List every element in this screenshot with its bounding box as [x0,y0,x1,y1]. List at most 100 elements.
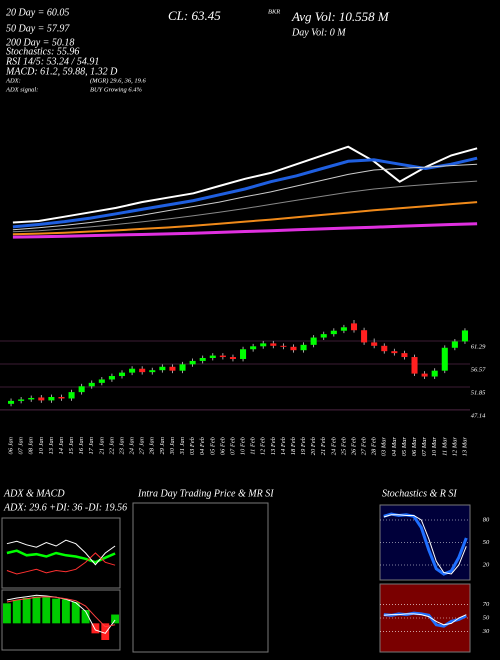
candle-body [199,358,206,361]
series-line [6,596,116,628]
candle-body [411,357,418,374]
candle-body [280,345,287,347]
series-line [6,549,116,564]
candle-body [129,368,136,373]
candle-body [431,370,438,377]
candle-body [88,382,95,387]
x-tick-label: 12 Mar [451,437,458,457]
x-tick-label: 14 Jan [58,437,65,455]
panel-title: Stochastics & R SI [382,488,457,499]
bar [42,597,51,624]
series-line [12,222,478,239]
bar [61,599,70,624]
candle-body [108,376,115,380]
adx-value: (MGR) 29.6, 36, 19.6 [90,77,147,84]
series-line [12,156,478,229]
candle-body [441,347,448,371]
bar [22,598,31,624]
candle-body [149,370,156,373]
rsi: RSI 14/5: 53.24 / 54.91 [5,56,99,67]
x-tick-label: 27 Jan [139,437,146,455]
y-tick-label: 56.57 [471,366,486,373]
series-line [12,163,478,231]
candle-body [361,330,368,343]
stochastics: Stochastics: 55.96 [6,46,79,57]
candle-body [229,357,236,359]
candle-body [461,330,468,342]
x-tick-label: 12 Feb [260,436,267,455]
x-tick-label: 15 Jan [68,437,75,455]
x-tick-label: 04 Feb [199,436,206,455]
macd: MACD: 61.2, 59.88, 1.32 D [5,66,118,77]
x-tick-label: 04 Mar [391,437,398,457]
x-tick-label: 21 Jan [98,437,105,455]
x-tick-label: 24 Feb [330,436,337,455]
candle-body [179,364,186,371]
candle-body [28,397,35,400]
bar [32,596,41,624]
adx-label: ADX: [5,77,21,84]
bar [2,603,11,624]
candle-body [300,344,307,351]
candle-body [159,366,166,371]
x-tick-label: 25 Feb [340,436,347,455]
candle-body [219,355,226,358]
candle-body [18,399,25,401]
x-tick-label: 13 Feb [270,436,277,455]
x-tick-label: 07 Feb [229,436,236,455]
x-tick-label: 23 Jan [118,437,125,455]
candle-body [209,355,216,359]
candle-body [48,397,55,401]
candle-body [78,386,85,393]
x-tick-label: 16 Jan [78,437,85,455]
candle-body [371,342,378,346]
x-tick-label: 28 Feb [371,436,378,455]
x-tick-label: 14 Feb [280,436,287,455]
x-tick-label: 28 Jan [149,437,156,455]
candle-body [58,397,65,399]
panel-title: ADX & MACD [3,488,65,499]
x-tick-label: 10 Feb [240,436,247,455]
candle-body [240,349,247,359]
x-tick-label: 13 Jan [48,437,55,455]
adx-signal-label: ADX signal: [5,86,38,93]
y-tick-label: 47.14 [471,412,486,419]
candle-body [189,360,196,365]
candle-body [320,334,327,338]
candle-body [8,400,15,404]
x-tick-label: 05 Mar [401,437,408,457]
x-tick-label: 21 Feb [320,436,327,455]
x-tick-label: 11 Mar [441,437,448,456]
close-price: CL: 63.45 [168,8,221,23]
candle-body [330,330,337,335]
y-tick-label: 20 [483,561,490,568]
x-tick-label: 05 Feb [209,436,216,455]
candle-body [270,343,277,346]
y-tick-label: 51.85 [471,389,486,396]
x-tick-label: 06 Jan [8,437,15,455]
candle-body [381,345,388,352]
intraday-title: Intra Day Trading Price & MR SI [137,488,274,499]
candle-body [169,366,176,371]
series-line [6,552,116,575]
candle-body [260,343,267,347]
series-line [12,201,478,236]
x-tick-label: 08 Jan [28,437,35,455]
x-tick-label: 06 Feb [219,436,226,455]
header: 20 Day = 60.05 50 Day = 57.97 200 Day = … [5,7,390,653]
series-line [6,539,116,566]
candle-body [340,327,347,331]
x-tick-label: 31 Jan [179,437,186,456]
x-tick-label: 19 Feb [300,436,307,455]
bar [71,602,80,624]
day-volume: Day Vol: 0 M [291,27,346,38]
y-tick-label: 61.29 [471,343,486,350]
x-tick-label: 10 Mar [431,437,438,457]
series-line [383,514,467,575]
candle-body [250,346,257,350]
x-tick-label: 07 Jan [18,437,25,455]
series-line [12,180,478,233]
candle-body [391,351,398,354]
candle-body [38,397,45,401]
ma-20: 20 Day = 60.05 [6,7,69,18]
